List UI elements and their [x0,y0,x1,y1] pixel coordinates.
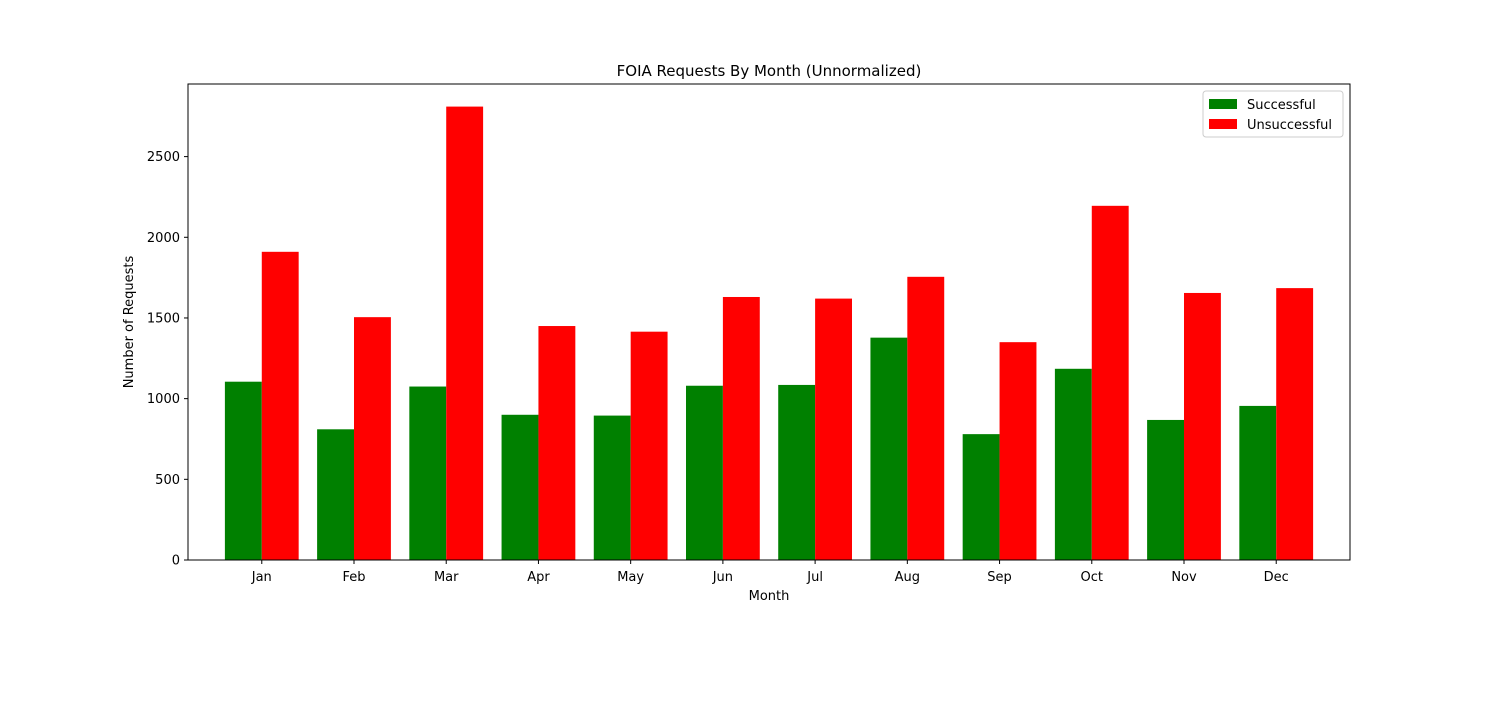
bar-successful-apr [501,414,539,560]
legend-label-unsuccessful: Unsuccessful [1247,118,1332,133]
x-tick-label: Oct [1081,570,1103,585]
y-tick-label: 2500 [147,150,180,165]
y-axis-label: Number of Requests [122,255,137,388]
bar-unsuccessful-nov [1184,292,1221,560]
bar-unsuccessful-jan [261,251,299,560]
bar-successful-jul [778,384,816,560]
bar-successful-mar [409,386,447,560]
bar-unsuccessful-jul [815,298,852,560]
legend-label-successful: Successful [1247,98,1316,113]
chart-title: FOIA Requests By Month (Unnormalized) [617,62,922,80]
legend: Successful Unsuccessful [1202,90,1344,138]
bar-unsuccessful-mar [446,106,484,560]
x-tick-label: Aug [895,570,920,585]
bar-unsuccessful-dec [1276,288,1314,560]
bar-successful-nov [1147,419,1184,560]
bar-successful-jun [686,385,723,560]
bar-successful-may [593,415,631,560]
bar-unsuccessful-aug [907,276,945,560]
x-tick-label: Jul [806,570,823,585]
bar-successful-aug [870,337,908,560]
bar-successful-jan [224,381,262,560]
legend-frame [1202,90,1344,138]
bar-unsuccessful-may [630,331,668,560]
x-tick-label: Feb [342,570,365,585]
bar-unsuccessful-jun [722,296,760,560]
bar-successful-feb [317,429,354,560]
bar-unsuccessful-sep [999,342,1037,560]
bar-successful-oct [1054,368,1092,560]
bar-unsuccessful-apr [538,326,576,560]
x-tick-label: Sep [987,570,1012,585]
x-tick-label: Jan [251,570,272,585]
x-tick-label: Nov [1171,570,1197,585]
legend-swatch-unsuccessful [1209,119,1237,129]
x-tick-label: Dec [1264,570,1289,585]
y-axis: 0 500 1000 1500 2000 2500 [147,150,188,569]
x-axis-label: Month [749,589,790,604]
x-tick-label: Mar [434,570,459,585]
x-tick-label: May [617,570,644,585]
bars-group [224,106,1314,560]
bar-unsuccessful-oct [1091,205,1129,560]
x-tick-label: Apr [527,570,550,585]
legend-swatch-successful [1209,99,1237,109]
plot-frame [187,83,1351,561]
x-axis: Jan Feb Mar Apr May Jun Jul Aug Sep Oct Nov Dec [251,560,1289,585]
bar-successful-sep [962,434,1000,560]
y-tick-label: 1500 [147,311,180,326]
bar-unsuccessful-feb [354,317,391,560]
y-tick-label: 500 [155,473,180,488]
y-tick-label: 0 [172,554,180,569]
y-tick-label: 2000 [147,231,180,246]
y-tick-label: 1000 [147,392,180,407]
x-tick-label: Jun [712,570,733,585]
bar-successful-dec [1239,405,1277,560]
